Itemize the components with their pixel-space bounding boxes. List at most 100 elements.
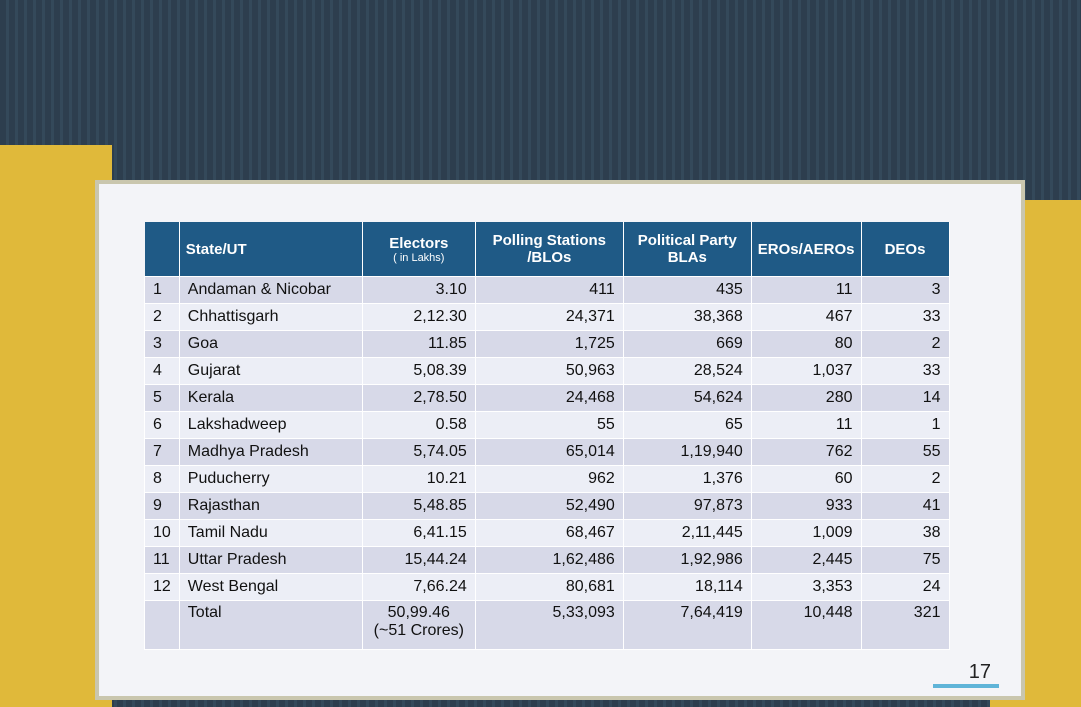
number-cell: 8 xyxy=(144,465,180,493)
number-cell: 38 xyxy=(860,519,950,547)
number-cell: 24 xyxy=(860,573,950,601)
number-cell: 11 xyxy=(144,546,180,574)
number-cell: 50,963 xyxy=(474,357,624,385)
number-cell: 60 xyxy=(750,465,862,493)
number-cell: 669 xyxy=(622,330,752,358)
stand-left xyxy=(0,145,112,707)
number-cell: 762 xyxy=(750,438,862,466)
state-cell: Rajasthan xyxy=(178,492,363,520)
number-cell: 3.10 xyxy=(361,276,476,304)
number-cell: 5 xyxy=(144,384,180,412)
number-cell: 0.58 xyxy=(361,411,476,439)
number-cell: 5,74.05 xyxy=(361,438,476,466)
number-cell: 2,445 xyxy=(750,546,862,574)
number-cell: 80 xyxy=(750,330,862,358)
number-cell: 18,114 xyxy=(622,573,752,601)
number-cell: 14 xyxy=(860,384,950,412)
table-body: 1 Andaman & Nicobar 3.10 411 435 11 3 2 Chhattis… xyxy=(144,276,950,650)
number-cell: 2 xyxy=(860,330,950,358)
header-cell: DEOs xyxy=(861,222,950,277)
number-cell: 80,681 xyxy=(474,573,624,601)
number-cell: 55 xyxy=(860,438,950,466)
number-cell: 5,48.85 xyxy=(361,492,476,520)
total-row: Total 50,99.46 (~51 Crores) 5,33,093 7,64,41… xyxy=(144,600,950,650)
slide: State/UT Electors( in Lakhs) Polling Sta… xyxy=(95,180,1025,700)
state-cell: Gujarat xyxy=(178,357,363,385)
table-row: 5 Kerala 2,78.50 24,468 54,624 280 14 xyxy=(144,384,950,412)
number-cell: 65 xyxy=(622,411,752,439)
state-cell: Madhya Pradesh xyxy=(178,438,363,466)
total-ero: 10,448 xyxy=(750,600,862,650)
state-cell: Kerala xyxy=(178,384,363,412)
number-cell: 52,490 xyxy=(474,492,624,520)
number-cell: 1,009 xyxy=(750,519,862,547)
number-cell: 467 xyxy=(750,303,862,331)
state-cell: Chhattisgarh xyxy=(178,303,363,331)
number-cell: 68,467 xyxy=(474,519,624,547)
number-cell: 933 xyxy=(750,492,862,520)
total-deo: 321 xyxy=(860,600,950,650)
state-cell: Andaman & Nicobar xyxy=(178,276,363,304)
number-cell: 11 xyxy=(750,411,862,439)
header-row: State/UT Electors( in Lakhs) Polling Sta… xyxy=(144,222,950,277)
number-cell: 54,624 xyxy=(622,384,752,412)
number-cell: 1,92,986 xyxy=(622,546,752,574)
page-number: 17 xyxy=(968,661,991,683)
number-cell: 9 xyxy=(144,492,180,520)
number-cell: 4 xyxy=(144,357,180,385)
number-cell: 41 xyxy=(860,492,950,520)
total-cell xyxy=(144,600,180,650)
data-table: State/UT Electors( in Lakhs) Polling Sta… xyxy=(144,222,950,650)
total-label: Total xyxy=(178,600,363,650)
total-electors-cell: 50,99.46 (~51 Crores) xyxy=(361,600,476,650)
number-cell: 7 xyxy=(144,438,180,466)
table-row: 11 Uttar Pradesh 15,44.24 1,62,486 1,92,986 2… xyxy=(144,546,950,574)
number-cell: 38,368 xyxy=(622,303,752,331)
table-row: 6 Lakshadweep 0.58 55 65 11 1 xyxy=(144,411,950,439)
number-cell: 6,41.15 xyxy=(361,519,476,547)
state-cell: Puducherry xyxy=(178,465,363,493)
header-cell xyxy=(144,222,180,277)
number-cell: 5,08.39 xyxy=(361,357,476,385)
number-cell: 1,725 xyxy=(474,330,624,358)
state-cell: Lakshadweep xyxy=(178,411,363,439)
number-cell: 33 xyxy=(860,357,950,385)
number-cell: 7,66.24 xyxy=(361,573,476,601)
table-row: 3 Goa 11.85 1,725 669 80 2 xyxy=(144,330,950,358)
state-cell: West Bengal xyxy=(178,573,363,601)
total-polling: 5,33,093 xyxy=(474,600,624,650)
number-cell: 12 xyxy=(144,573,180,601)
table-row: 12 West Bengal 7,66.24 80,681 18,114 3,353 24 xyxy=(144,573,950,601)
number-cell: 33 xyxy=(860,303,950,331)
number-cell: 2 xyxy=(144,303,180,331)
number-cell: 3,353 xyxy=(750,573,862,601)
state-cell: Goa xyxy=(178,330,363,358)
number-cell: 75 xyxy=(860,546,950,574)
table-row: 2 Chhattisgarh 2,12.30 24,371 38,368 467 33 xyxy=(144,303,950,331)
number-cell: 11.85 xyxy=(361,330,476,358)
table-row: 9 Rajasthan 5,48.85 52,490 97,873 933 41 xyxy=(144,492,950,520)
number-cell: 3 xyxy=(144,330,180,358)
header-cell: EROs/AEROs xyxy=(751,222,862,277)
number-cell: 24,468 xyxy=(474,384,624,412)
number-cell: 6 xyxy=(144,411,180,439)
number-cell: 1,037 xyxy=(750,357,862,385)
number-cell: 280 xyxy=(750,384,862,412)
number-cell: 1 xyxy=(144,276,180,304)
number-cell: 15,44.24 xyxy=(361,546,476,574)
number-cell: 28,524 xyxy=(622,357,752,385)
state-cell: Uttar Pradesh xyxy=(178,546,363,574)
number-cell: 1,62,486 xyxy=(474,546,624,574)
number-cell: 24,371 xyxy=(474,303,624,331)
header-text: Electors xyxy=(389,234,449,252)
table-row: 7 Madhya Pradesh 5,74.05 65,014 1,19,940 762 5… xyxy=(144,438,950,466)
number-cell: 1,376 xyxy=(622,465,752,493)
number-cell: 55 xyxy=(474,411,624,439)
total-bla: 7,64,419 xyxy=(622,600,752,650)
header-cell: Political Party BLAs xyxy=(623,222,752,277)
state-cell: Tamil Nadu xyxy=(178,519,363,547)
table-row: 8 Puducherry 10.21 962 1,376 60 2 xyxy=(144,465,950,493)
total-electors-note: (~51 Crores) xyxy=(373,622,464,639)
table-row: 10 Tamil Nadu 6,41.15 68,467 2,11,445 1,009 38 xyxy=(144,519,950,547)
